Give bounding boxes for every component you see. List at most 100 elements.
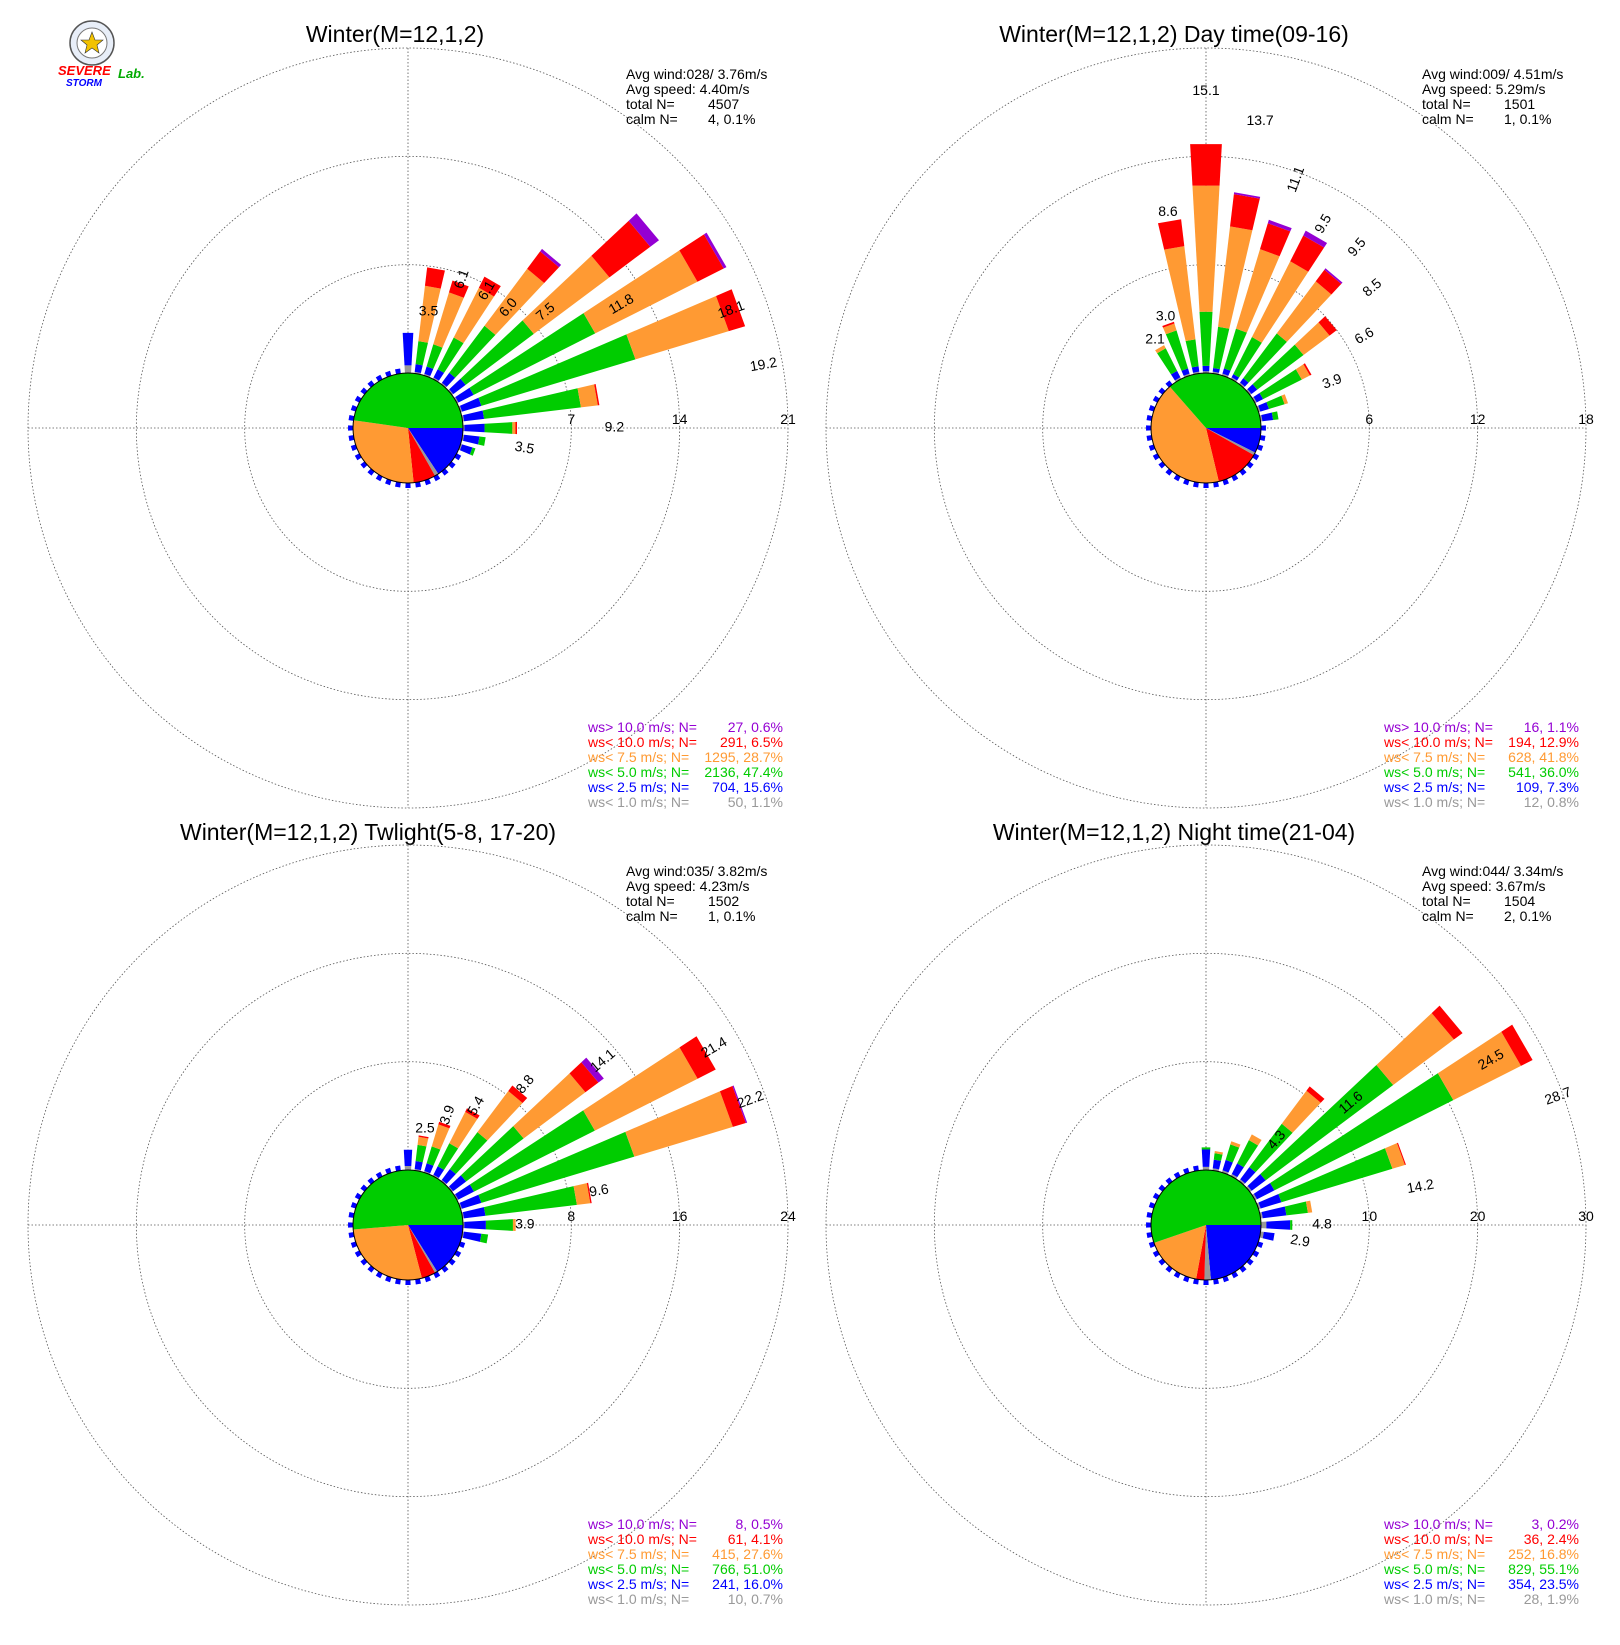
wind-bar-segment — [1431, 1005, 1463, 1040]
legend-label: ws< 10.0 m/s; N= — [587, 734, 697, 750]
sector-percent-label: 28.7 — [1542, 1083, 1573, 1107]
wind-bar-segment — [1238, 382, 1245, 388]
panel-title: Winter(M=12,1,2) Twlight(5-8, 17-20) — [180, 819, 556, 845]
wind-bar-segment — [449, 1111, 478, 1149]
wind-bar-stub — [1203, 482, 1209, 488]
wind-bar-segment — [437, 337, 464, 373]
pie-slice — [352, 1169, 463, 1230]
sector-percent-label: 3.0 — [1156, 308, 1176, 324]
wind-bar-segment — [440, 382, 447, 388]
wind-bar-segment — [1174, 377, 1182, 382]
wind-bar-segment — [485, 1219, 513, 1231]
wind-bar-segment — [448, 389, 454, 396]
wind-bar-segment — [1221, 373, 1229, 378]
legend-value: 109, 7.3% — [1516, 779, 1579, 795]
wind-bar-segment — [455, 1184, 475, 1200]
sector-percent-label: 9.6 — [588, 1180, 610, 1199]
wind-bar-segment — [426, 344, 443, 369]
legend-value: 8, 0.5% — [736, 1516, 783, 1532]
wind-bar-segment — [462, 1207, 486, 1219]
wind-bar-segment — [1201, 1149, 1211, 1167]
stat-value: 1501 — [1504, 96, 1535, 112]
wind-bar-segment — [418, 285, 441, 343]
legend-label: ws> 10.0 m/s; N= — [1383, 1516, 1493, 1532]
wind-bar-segment — [1248, 1134, 1262, 1146]
pie-slice — [1206, 428, 1261, 453]
pie-slice — [1151, 1170, 1261, 1243]
wind-bar-stub — [395, 1278, 401, 1285]
wind-bar-segment — [1231, 1163, 1244, 1178]
wind-bar-segment — [515, 421, 517, 435]
wind-bar-segment — [1240, 1167, 1256, 1184]
wind-bar-segment — [679, 1036, 716, 1079]
wind-bar-segment — [469, 313, 596, 395]
legend-value: 1295, 28.7% — [704, 749, 783, 765]
wind-bar-segment — [1284, 1201, 1308, 1216]
wind-bar-segment — [628, 213, 659, 247]
wind-bar-segment — [1271, 411, 1279, 420]
wind-bar-segment — [1212, 1159, 1222, 1170]
wind-bar-stub — [395, 368, 401, 375]
legend-label: ws< 1.0 m/s; N= — [587, 1591, 689, 1607]
wind-bar-segment — [449, 1132, 488, 1175]
wind-bar-segment — [1190, 144, 1222, 186]
wind-bar-segment — [433, 369, 445, 381]
wind-bar-segment — [581, 1057, 604, 1083]
wind-bar-segment — [1233, 337, 1262, 378]
wind-bar-segment — [1303, 363, 1312, 376]
wind-rose-panel-winter: Winter(M=12,1,2) 3.56.1 6.16.0 7.5 11.8 18.1… — [27, 21, 796, 810]
pie-slice — [408, 1225, 436, 1279]
wind-bar-segment — [1281, 1090, 1321, 1133]
wind-bar-segment — [414, 364, 423, 373]
wind-bar-segment — [402, 332, 414, 366]
wind-bar-segment — [1155, 345, 1166, 354]
ring-labels: 10 20 30 — [1362, 1208, 1594, 1224]
pie-slice — [1169, 372, 1261, 428]
wind-bar-stub — [348, 435, 355, 441]
stat-value: 1, 0.1% — [1504, 111, 1551, 127]
legend-value: 28, 1.9% — [1524, 1591, 1579, 1607]
wind-bar-segment — [719, 1085, 746, 1127]
severe-storm-lab-logo: SEVERE STORM Lab. — [58, 20, 145, 89]
sector-percent-label: 22.2 — [735, 1087, 766, 1111]
stat-label: total N= — [626, 893, 675, 909]
speed-legend: ws> 10.0 m/s; N= 27, 0.6% ws< 10.0 m/s; N=… — [587, 719, 783, 810]
sector-percent-label: 2.5 — [415, 1119, 435, 1135]
wind-bar-segment — [465, 1108, 480, 1119]
wind-bar-stub — [1146, 425, 1152, 431]
wind-bar-segment — [569, 1062, 599, 1093]
legend-label: ws< 2.5 m/s; N= — [1383, 1576, 1485, 1592]
pie-slice — [408, 428, 439, 476]
legend-label: ws< 10.0 m/s; N= — [1383, 1531, 1493, 1547]
wind-bar-segment — [716, 289, 746, 332]
wind-bar-segment — [1278, 1148, 1393, 1203]
pie-slice — [1153, 1225, 1206, 1280]
legend-value: 3, 0.2% — [1532, 1516, 1579, 1532]
wind-bar-segment — [1246, 389, 1252, 396]
stat-label: Avg wind:028/ 3.76m/s — [626, 66, 767, 82]
wind-bar-segment — [625, 1091, 733, 1157]
wind-bar-segment — [1164, 246, 1196, 342]
wind-bar-segment — [1246, 1185, 1252, 1193]
stat-value: 1, 0.1% — [708, 908, 755, 924]
wind-bar-segment — [1259, 223, 1291, 257]
panel-title: Winter(M=12,1,2) Day time(09-16) — [999, 21, 1349, 47]
wind-bar-segment — [464, 1220, 486, 1230]
wind-bar-segment — [512, 1218, 516, 1232]
wind-bar-segment — [583, 1047, 698, 1131]
wind-bar-segment — [460, 1126, 524, 1182]
legend-label: ws< 5.0 m/s; N= — [1383, 1561, 1485, 1577]
wind-bar-stub — [1193, 1278, 1199, 1285]
pie-slice — [1206, 428, 1256, 456]
wind-bar-segment — [431, 1124, 450, 1150]
wind-bar-segment — [1385, 1143, 1405, 1169]
wind-bar-segment — [463, 410, 485, 422]
wind-bar-stub — [348, 1232, 355, 1238]
wind-bar-segment — [459, 397, 482, 412]
wind-bar-segment — [414, 1160, 423, 1171]
wind-bar-segment — [1162, 321, 1175, 328]
wind-bar-segment — [448, 280, 469, 298]
ring-label: 16 — [672, 1208, 688, 1224]
wind-bar-segment — [527, 251, 560, 283]
